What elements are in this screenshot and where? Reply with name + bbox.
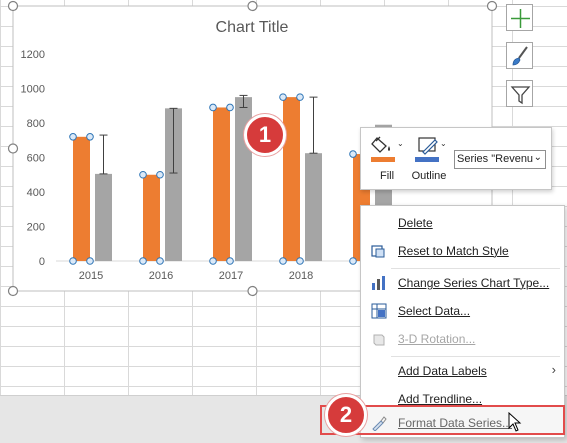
outline-label: Outline (411, 170, 447, 182)
outline-pen-icon: ⌄ (415, 137, 447, 162)
series-selection-handle[interactable] (139, 257, 147, 265)
fill-label: Fill (379, 170, 395, 182)
menu-item-label: Format Data Series... (398, 416, 513, 430)
series-selection-handle[interactable] (279, 257, 287, 265)
menu-item-label: Add Data Labels (398, 364, 487, 378)
series-selection-handle[interactable] (209, 103, 217, 112)
fill-button[interactable]: ⌄ Fill (367, 132, 407, 187)
menu-item-add-trendline[interactable]: Add Trendline... (361, 385, 564, 413)
menu-item-3d-rotation: 3-D Rotation... (361, 325, 564, 353)
menu-separator (391, 268, 560, 269)
chevron-right-icon: › (551, 362, 556, 377)
menu-item-label: 3-D Rotation... (398, 332, 476, 346)
y-tick-label: 1200 (21, 49, 45, 61)
menu-item-label: Reset to Match Style (398, 244, 509, 258)
chart-title[interactable]: Chart Title (216, 19, 289, 36)
menu-item-delete[interactable]: Delete (361, 209, 564, 237)
series-selection-handle[interactable] (296, 257, 304, 265)
series-selection-handle[interactable] (349, 257, 357, 265)
series-selection-handle[interactable] (226, 103, 234, 112)
series-selection-handle[interactable] (279, 93, 287, 101)
series-selection-handle[interactable] (69, 257, 77, 265)
menu-item-select-data[interactable]: Select Data... (361, 297, 564, 325)
chart-styles-button[interactable] (506, 42, 533, 69)
series-selector-value: Series "Revenu (457, 153, 534, 165)
resize-handle[interactable] (7, 143, 19, 154)
series-selection-handle[interactable] (139, 170, 147, 179)
x-tick-label: 2015 (79, 270, 103, 282)
bar-series-1[interactable] (213, 107, 230, 261)
bar-series-2[interactable] (305, 153, 322, 261)
resize-handle[interactable] (247, 285, 258, 297)
resize-handle[interactable] (7, 0, 19, 12)
series-selection-handle[interactable] (296, 93, 304, 101)
select-data-icon (371, 303, 387, 319)
step-badge-1: 1 (244, 114, 286, 156)
menu-item-label: Change Series Chart Type... (398, 276, 550, 290)
y-tick-label: 0 (39, 256, 45, 268)
x-axis: 2015 2016 2017 2018 (79, 270, 313, 282)
step-badge-2: 2 (325, 394, 367, 436)
series-selection-handle[interactable] (226, 257, 234, 265)
series-selection-handle[interactable] (86, 133, 94, 141)
resize-handle[interactable] (7, 285, 19, 297)
chart-type-icon (372, 276, 385, 290)
rotation-icon (373, 334, 385, 346)
menu-item-format-data-series[interactable]: Format Data Series... (361, 409, 564, 437)
outline-button[interactable]: ⌄ Outline (409, 132, 449, 187)
chart-filters-button[interactable] (506, 80, 533, 107)
y-tick-label: 600 (27, 153, 45, 165)
y-tick-label: 400 (27, 187, 45, 199)
filter-icon (510, 86, 531, 105)
svg-text:⌄: ⌄ (397, 139, 404, 148)
menu-item-label: Delete (398, 216, 433, 230)
menu-separator (391, 356, 560, 357)
fill-color-swatch (371, 157, 395, 162)
bar-series-1[interactable] (73, 136, 90, 261)
bar-series-2[interactable] (95, 173, 112, 261)
x-tick-label: 2018 (289, 270, 313, 282)
chart-elements-button[interactable] (506, 4, 533, 31)
x-tick-label: 2017 (219, 270, 243, 282)
series-selection-handle[interactable] (349, 150, 357, 158)
chevron-down-icon: ⌄ (533, 152, 542, 163)
series-selection-handle[interactable] (69, 133, 77, 141)
series-selection-handle[interactable] (156, 257, 164, 265)
series-selection-handle[interactable] (86, 257, 94, 265)
context-menu: Delete Reset to Match Style Change Serie… (360, 205, 565, 438)
series-selection-handle[interactable] (156, 170, 164, 179)
resize-handle[interactable] (247, 0, 258, 12)
y-tick-label: 200 (27, 222, 45, 234)
y-tick-label: 800 (27, 118, 45, 130)
resize-handle[interactable] (486, 0, 498, 12)
mouse-cursor-icon (508, 412, 522, 432)
plus-icon (511, 9, 530, 28)
menu-item-add-data-labels[interactable]: Add Data Labels › (361, 357, 564, 385)
bar-series-1[interactable] (143, 174, 160, 261)
bar-series-2[interactable] (165, 108, 182, 262)
series-selection-handle[interactable] (209, 257, 217, 265)
reset-style-icon (371, 245, 385, 258)
mini-toolbar: ⌄ Fill ⌄ Outline Series "Revenu ⌄ (360, 127, 552, 190)
series-selector-dropdown[interactable]: Series "Revenu ⌄ (454, 150, 546, 169)
y-tick-label: 1000 (21, 84, 45, 96)
x-tick-label: 2016 (149, 270, 173, 282)
outline-color-swatch (415, 157, 439, 162)
brush-icon (512, 46, 528, 66)
menu-item-label: Add Trendline... (398, 392, 483, 406)
format-series-icon (372, 416, 387, 431)
fill-bucket-icon: ⌄ (371, 136, 404, 162)
menu-item-reset-to-match-style[interactable]: Reset to Match Style (361, 237, 564, 265)
svg-text:⌄: ⌄ (440, 139, 447, 148)
menu-item-change-series-chart-type[interactable]: Change Series Chart Type... (361, 269, 564, 297)
menu-item-label: Select Data... (398, 304, 471, 318)
bar-series-1[interactable] (283, 97, 300, 261)
y-axis: 0 200 400 600 800 1000 1200 (21, 49, 45, 268)
